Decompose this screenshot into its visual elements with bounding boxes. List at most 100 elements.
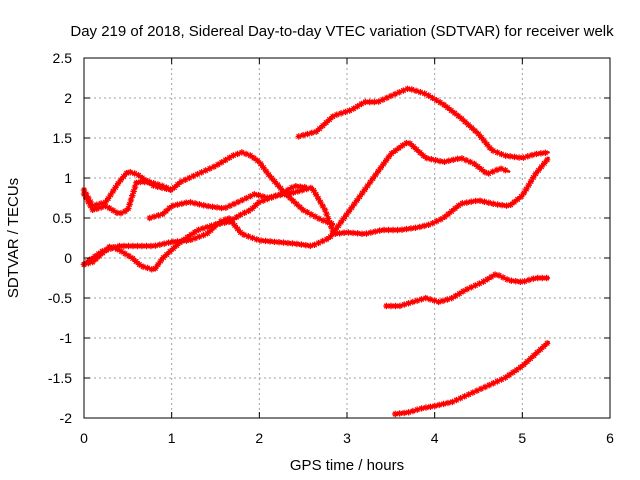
data-point: [490, 380, 497, 387]
data-point: [336, 230, 343, 237]
data-point: [238, 149, 246, 156]
data-point: [351, 200, 358, 208]
data-point: [302, 241, 310, 249]
data-point: [198, 169, 205, 176]
data-point: [455, 112, 462, 120]
data-point: [178, 237, 186, 245]
data-point: [187, 236, 195, 244]
data-point: [423, 155, 431, 162]
data-point: [405, 300, 412, 307]
y-tick-label: 0: [64, 250, 72, 266]
data-point: [203, 223, 211, 231]
data-point: [485, 381, 493, 389]
data-point: [162, 207, 170, 215]
data-point: [441, 158, 448, 165]
data-point: [221, 216, 229, 223]
data-point: [254, 157, 261, 164]
data-point: [329, 113, 337, 120]
data-point: [538, 274, 546, 282]
data-point: [528, 151, 536, 159]
data-point: [422, 294, 429, 302]
data-point: [523, 185, 530, 193]
data-point: [257, 160, 264, 168]
data-point: [156, 241, 164, 248]
data-point: [131, 170, 138, 177]
data-point: [228, 218, 236, 226]
data-point: [353, 197, 361, 204]
data-point: [230, 200, 238, 208]
x-axis-title: GPS time / hours: [290, 457, 404, 474]
data-point: [379, 96, 387, 103]
data-point: [478, 166, 485, 173]
grid: [84, 58, 610, 418]
data-point: [327, 233, 334, 240]
data-point: [484, 276, 491, 283]
data-point: [385, 153, 392, 160]
data-point: [202, 167, 209, 174]
data-point: [345, 229, 352, 236]
data-point: [413, 297, 421, 304]
data-point: [458, 115, 465, 122]
data-point: [281, 190, 288, 198]
data-point: [413, 146, 420, 153]
series-sat-e: [80, 139, 511, 268]
data-point: [89, 258, 96, 266]
data-point: [389, 226, 397, 234]
data-point: [312, 128, 320, 135]
data-point: [530, 352, 538, 359]
data-point: [241, 209, 248, 216]
data-point: [426, 296, 434, 303]
data-point: [517, 278, 524, 285]
data-point: [266, 238, 274, 245]
data-point: [147, 242, 155, 250]
data-point: [376, 227, 383, 234]
data-point: [503, 276, 511, 283]
data-point: [476, 197, 484, 204]
data-point: [167, 186, 174, 193]
data-point: [130, 188, 137, 195]
data-point: [109, 207, 117, 214]
data-point: [166, 204, 173, 212]
x-tick-label: 1: [168, 430, 176, 446]
data-point: [141, 178, 148, 186]
data-point: [264, 195, 271, 203]
data-point: [408, 86, 415, 93]
data-point: [494, 149, 501, 156]
data-point: [510, 198, 518, 206]
data-point: [472, 282, 479, 289]
data-point: [420, 222, 428, 230]
data-point: [116, 242, 123, 250]
data-point: [93, 201, 101, 208]
data-point: [463, 285, 471, 293]
data-point: [237, 211, 244, 218]
data-point: [106, 204, 113, 212]
data-point: [383, 302, 390, 310]
data-point: [255, 199, 263, 206]
data-point: [481, 168, 489, 176]
data-point: [268, 194, 275, 201]
data-point: [317, 198, 324, 206]
data-point: [530, 275, 537, 282]
data-point: [89, 206, 96, 213]
data-point: [158, 182, 166, 189]
data-point: [349, 229, 357, 237]
data-point: [204, 202, 212, 210]
data-point: [150, 179, 157, 187]
data-point: [288, 184, 295, 191]
data-point: [312, 191, 320, 198]
data-point: [480, 278, 487, 285]
data-point: [121, 208, 129, 215]
data-point: [102, 198, 109, 206]
x-tick-label: 4: [431, 430, 439, 446]
data-point: [405, 409, 412, 416]
data-point: [469, 389, 477, 396]
data-point: [143, 242, 150, 250]
data-point: [293, 200, 300, 208]
data-point: [392, 302, 399, 310]
data-point: [300, 206, 307, 214]
data-point: [118, 248, 125, 255]
data-point: [276, 191, 284, 199]
data-point: [481, 198, 488, 205]
data-point: [478, 134, 485, 141]
data-point: [489, 168, 496, 175]
